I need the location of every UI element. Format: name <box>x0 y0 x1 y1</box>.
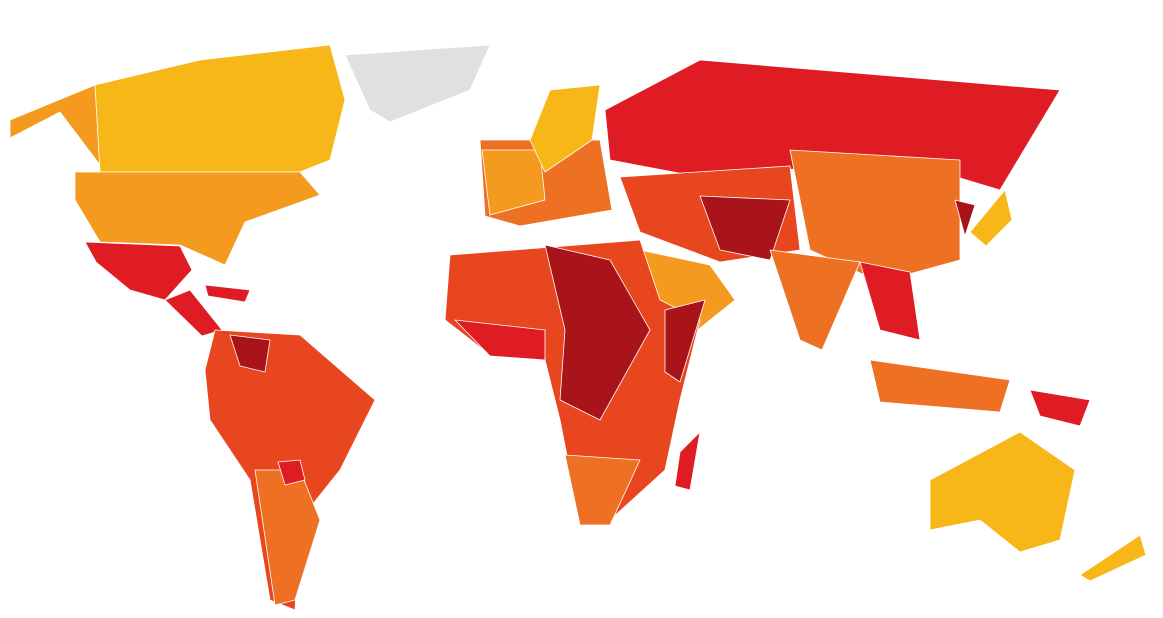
usa <box>74 171 321 266</box>
india <box>769 249 861 351</box>
mexico <box>84 241 193 301</box>
west-africa <box>454 319 546 361</box>
alaska <box>9 84 101 166</box>
canada <box>94 44 346 173</box>
sahel <box>544 244 651 421</box>
australia <box>929 431 1076 553</box>
madagascar <box>674 431 701 491</box>
paraguay <box>277 459 306 486</box>
caribbean <box>204 284 251 303</box>
venezuela <box>229 334 271 373</box>
korea <box>954 199 976 237</box>
new-zealand <box>1079 534 1147 582</box>
china <box>789 149 961 283</box>
greenland <box>344 44 491 123</box>
central-america <box>164 289 223 337</box>
iran-afghanistan <box>699 195 791 261</box>
japan <box>969 189 1013 247</box>
southeast-asia <box>859 261 921 341</box>
southern-africa <box>564 454 641 526</box>
indonesia <box>869 359 1011 413</box>
papua-new-guinea <box>1029 389 1091 427</box>
scandinavia <box>529 84 601 173</box>
western-europe <box>481 149 546 216</box>
somalia <box>664 299 706 383</box>
